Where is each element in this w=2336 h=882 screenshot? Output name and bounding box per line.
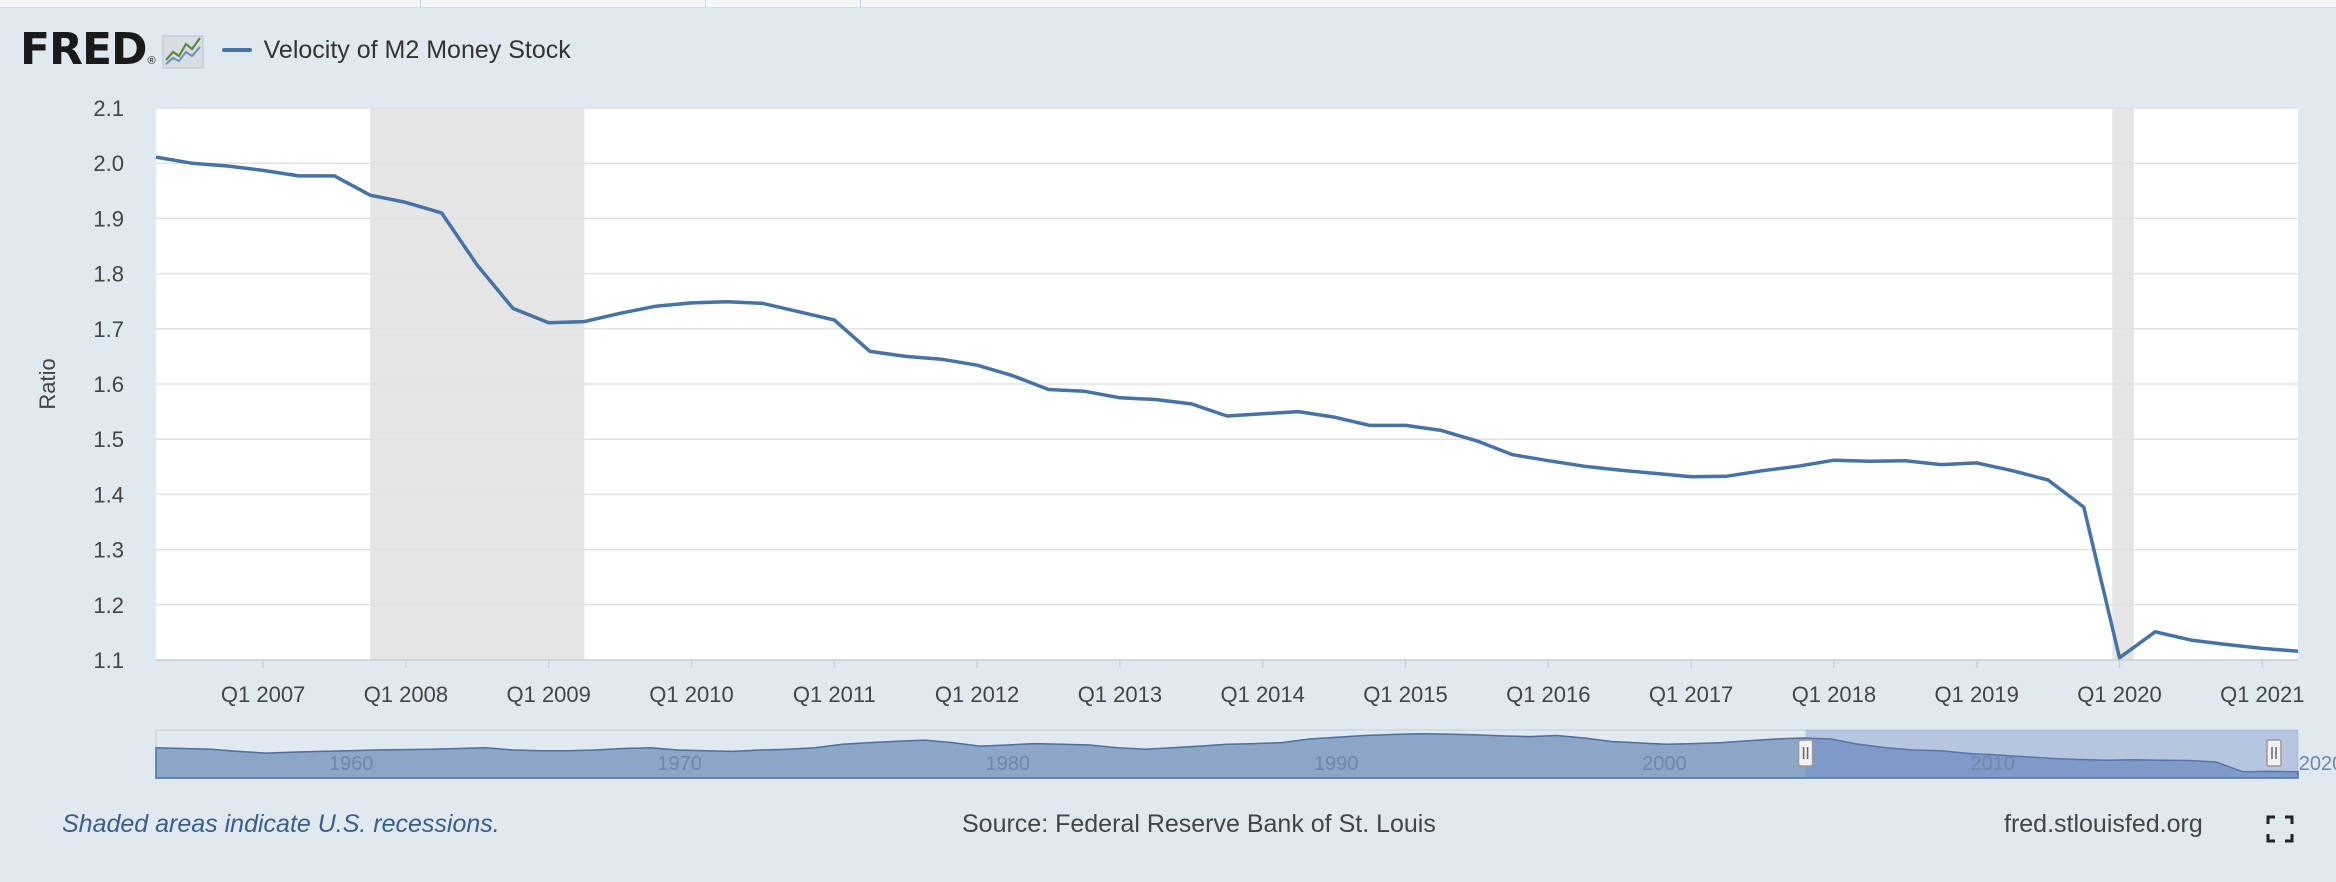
x-tick-label: Q1 2021 xyxy=(2220,682,2304,707)
y-tick-label: 1.9 xyxy=(93,206,124,231)
x-tick-label: Q1 2016 xyxy=(1506,682,1590,707)
navigator-year-label: 1990 xyxy=(1314,753,1359,775)
x-tick-label: Q1 2020 xyxy=(2077,682,2161,707)
x-tick-label: Q1 2018 xyxy=(1792,682,1876,707)
navigator-area xyxy=(155,733,2299,779)
series-layer xyxy=(155,155,2299,660)
y-tick-label: 2.1 xyxy=(93,96,124,121)
chart-header: FRED ® Velocity of M2 Money Stock xyxy=(20,22,571,78)
top-tab-strip xyxy=(0,0,2336,8)
navigator-handle-left[interactable] xyxy=(1797,739,1814,767)
chart: 1.1 1.2 1.3 1.4 1.5 1.6 1.7 1.8 1.9 2.0 2.1 Q1 200… xyxy=(35,96,2336,779)
x-tick-label: Q1 2011 xyxy=(793,682,876,707)
navigator-handle-right[interactable] xyxy=(2266,739,2282,767)
registered-mark: ® xyxy=(147,55,156,67)
y-tick-label: 1.2 xyxy=(93,593,124,618)
x-tick-label: Q1 2019 xyxy=(1934,682,2018,707)
x-axis-ticks: Q1 2007 Q1 2008 Q1 2009 Q1 2010 Q1 2011 Q1 20… xyxy=(221,660,2305,707)
y-tick-label: 1.7 xyxy=(93,317,124,342)
navigator[interactable]: 1960 1970 1980 1990 2000 2010 2020 xyxy=(155,729,2336,779)
y-tick-label: 1.4 xyxy=(93,482,124,507)
x-tick-label: Q1 2008 xyxy=(364,682,448,707)
x-tick-label: Q1 2014 xyxy=(1220,682,1304,707)
navigator-year-label: 2000 xyxy=(1642,753,1687,775)
y-tick-label: 1.3 xyxy=(93,538,124,563)
recession-footnote: Shaded areas indicate U.S. recessions. xyxy=(62,810,500,838)
fred-graph-icon xyxy=(162,35,204,69)
y-tick-label: 1.5 xyxy=(93,427,124,452)
x-tick-label: Q1 2013 xyxy=(1078,682,1162,707)
grid-lines xyxy=(156,107,2298,661)
navigator-year-label: 1980 xyxy=(986,753,1031,775)
x-tick-label: Q1 2007 xyxy=(221,682,305,707)
handle-grip[interactable] xyxy=(1797,739,1814,767)
y-tick-label: 1.6 xyxy=(93,372,124,397)
y-axis-label: Ratio xyxy=(35,358,60,409)
y-tick-label: 2.0 xyxy=(93,151,124,176)
source-text: Source: Federal Reserve Bank of St. Loui… xyxy=(962,810,1436,838)
series-line[interactable] xyxy=(155,155,2299,660)
navigator-year-label: 2020 xyxy=(2299,753,2336,775)
y-tick-label: 1.1 xyxy=(93,648,124,673)
navigator-year-label: 2010 xyxy=(1970,753,2015,775)
fred-logo[interactable]: FRED xyxy=(20,24,148,75)
handle-grip[interactable] xyxy=(2266,739,2282,767)
x-tick-label: Q1 2015 xyxy=(1363,682,1447,707)
y-axis-ticks: 1.1 1.2 1.3 1.4 1.5 1.6 1.7 1.8 1.9 2.0 2.1 xyxy=(93,96,124,673)
navigator-year-label: 1970 xyxy=(657,753,702,775)
x-tick-label: Q1 2009 xyxy=(506,682,590,707)
y-tick-label: 1.8 xyxy=(93,262,124,287)
site-link[interactable]: fred.stlouisfed.org xyxy=(2004,810,2203,838)
legend-label: Velocity of M2 Money Stock xyxy=(263,35,571,64)
fullscreen-icon[interactable] xyxy=(2266,815,2294,843)
legend-line-swatch xyxy=(221,48,252,52)
x-tick-label: Q1 2010 xyxy=(649,682,733,707)
legend-item[interactable]: Velocity of M2 Money Stock xyxy=(221,35,571,65)
navigator-year-label: 1960 xyxy=(329,753,374,775)
x-tick-label: Q1 2017 xyxy=(1649,682,1733,707)
navigator-selection[interactable] xyxy=(1805,730,2298,778)
x-tick-label: Q1 2012 xyxy=(935,682,1019,707)
